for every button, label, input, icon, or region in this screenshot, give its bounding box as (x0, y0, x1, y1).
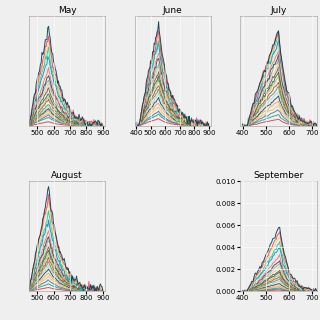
Title: September: September (253, 171, 304, 180)
Title: June: June (163, 6, 183, 15)
Title: August: August (51, 171, 83, 180)
Title: May: May (58, 6, 76, 15)
Title: July: July (270, 6, 287, 15)
